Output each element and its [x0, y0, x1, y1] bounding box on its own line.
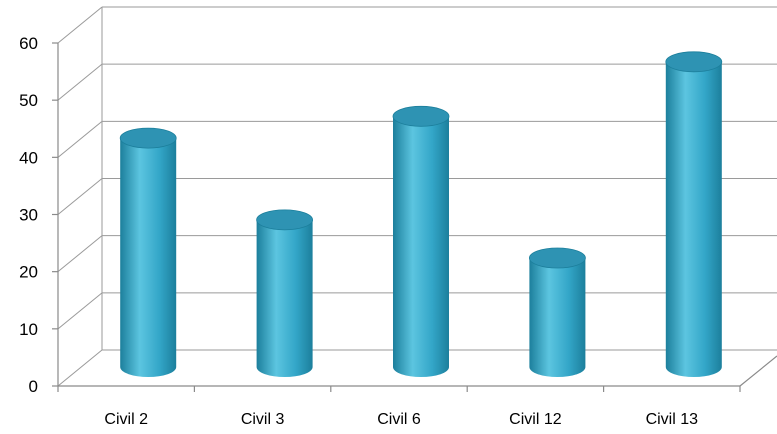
- x-category-label: Civil 2: [104, 411, 148, 428]
- gridline-side: [57, 235, 103, 273]
- bar-civil-12: [529, 247, 586, 377]
- y-tick-label: 40: [19, 148, 38, 167]
- gridline-side: [57, 178, 103, 215]
- gridline-side: [57, 6, 103, 44]
- bar-body: [120, 138, 177, 377]
- bar-civil-6: [392, 105, 450, 378]
- y-tick-label: 60: [19, 34, 38, 53]
- bar-body: [393, 116, 449, 378]
- x-category-label: Civil 13: [646, 411, 699, 428]
- y-tick-label: 30: [19, 206, 38, 225]
- bar-civil-13: [665, 51, 723, 378]
- x-category-label: Civil 6: [377, 411, 421, 428]
- bar-civil-2: [119, 127, 177, 377]
- axes: [52, 42, 777, 392]
- gridline-side: [57, 292, 103, 330]
- y-tick-label: 0: [29, 377, 38, 396]
- bar-body: [256, 219, 313, 377]
- bars: [119, 51, 723, 378]
- x-category-label: Civil 12: [509, 411, 562, 428]
- bar-top-cap: [256, 209, 314, 231]
- gridline-side: [57, 349, 103, 387]
- bar-body: [665, 61, 722, 378]
- bar-civil-3: [256, 209, 314, 377]
- y-tick-label: 10: [19, 320, 38, 339]
- y-tick-label: 50: [19, 91, 38, 110]
- gridline-side: [57, 63, 103, 101]
- floor-edge: [739, 355, 777, 387]
- gridline-side: [57, 120, 103, 158]
- y-axis-ticks: 0 10 20 30 40 50 60: [19, 34, 38, 396]
- bar-body: [529, 258, 586, 377]
- y-tick-label: 20: [19, 263, 38, 282]
- bar-top-cap: [529, 247, 586, 269]
- bar-top-cap: [119, 127, 177, 149]
- x-axis-labels: Civil 2 Civil 3 Civil 6 Civil 12 Civil 13: [104, 411, 698, 428]
- bar-top-cap: [665, 51, 723, 73]
- bar-top-cap: [392, 105, 450, 127]
- x-category-label: Civil 3: [241, 411, 285, 428]
